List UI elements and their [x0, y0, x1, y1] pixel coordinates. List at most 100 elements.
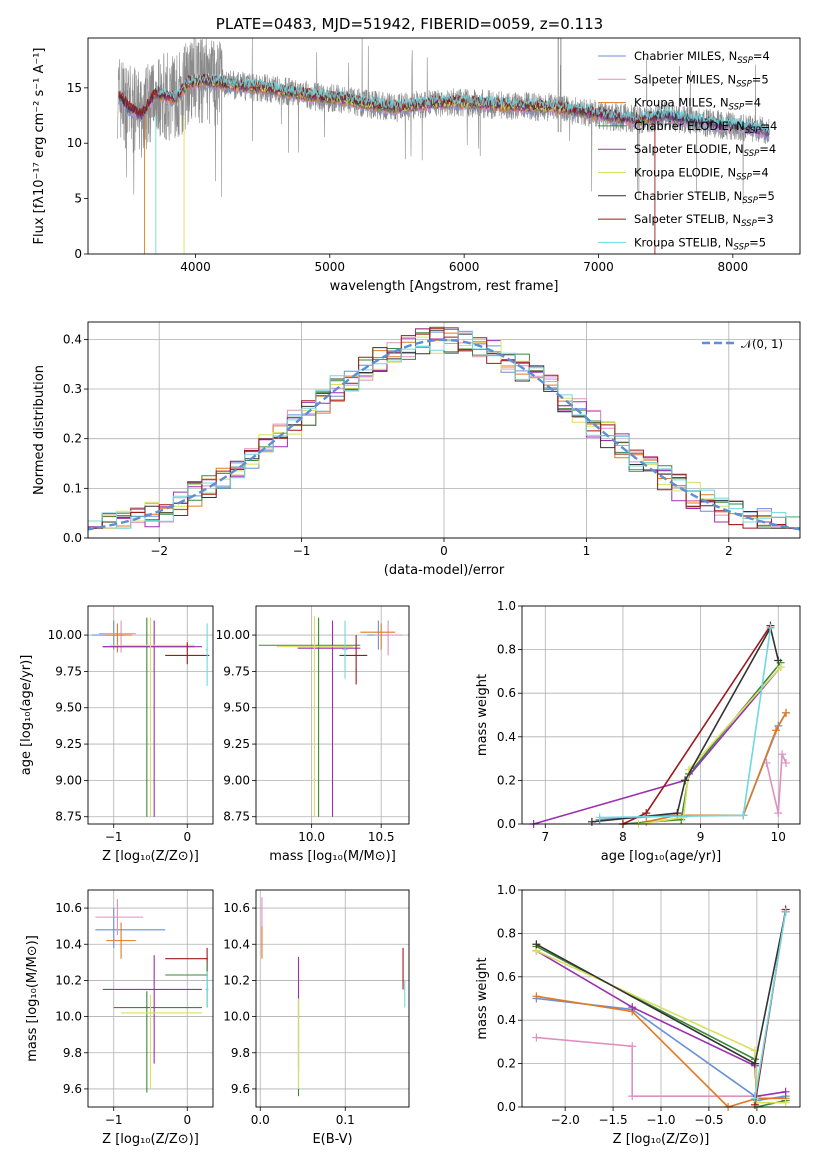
- y-tick-label: 0.2: [63, 432, 82, 446]
- y-tick-label: 10.2: [223, 973, 250, 987]
- legend-sub: SSP: [736, 79, 752, 89]
- y-tick-label: 9.75: [223, 664, 250, 678]
- y-axis-label: Flux [fλ10⁻¹⁷ erg cm⁻² s⁻¹ A⁻¹]: [32, 48, 47, 245]
- y-tick-label: 0.0: [497, 1100, 516, 1114]
- axes-frame: [255, 605, 410, 825]
- legend-entry: Salpeter MILES, NSSP=5: [634, 72, 769, 89]
- spectrum-plot: [117, 38, 770, 254]
- legend-text: Kroupa ELODIE, N: [634, 166, 736, 180]
- legend-text: Kroupa STELIB, N: [634, 235, 734, 249]
- panel-weight-age: 7 8 9 10 0.0 0.2 0.4 0.6 0.8 1.0 age [log₁₀(age/yr…: [475, 599, 801, 864]
- weight-marker: [739, 811, 748, 820]
- y-tick-label: 1.0: [497, 599, 516, 613]
- legend-entry: Chabrier STELIB, NSSP=5: [634, 189, 775, 206]
- legend-suffix: =4: [760, 119, 777, 133]
- x-tick-label: 7: [541, 830, 549, 844]
- y-tick-label: 10.00: [48, 628, 82, 642]
- x-tick-label: 2: [725, 544, 733, 558]
- x-tick-label: −2: [150, 544, 168, 558]
- x-tick-label: 9: [697, 830, 705, 844]
- axes-frame: [87, 321, 801, 539]
- weight-line: [638, 666, 782, 825]
- y-tick-label: 9.25: [55, 737, 82, 751]
- legend-sub: SSP: [729, 103, 745, 113]
- y-tick-label: 10.4: [55, 937, 82, 951]
- weight-marker: [642, 809, 651, 818]
- legend-entry: Kroupa ELODIE, NSSP=4: [634, 166, 769, 183]
- weight-marker: [778, 750, 787, 759]
- legend-suffix: =5: [749, 235, 766, 249]
- axes-frame: [521, 605, 801, 825]
- y-tick-label: 10.2: [55, 973, 82, 987]
- weight-marker: [771, 726, 780, 735]
- y-axis-label: Normed distribution: [32, 365, 47, 495]
- legend-text: Salpeter ELODIE, N: [634, 142, 744, 156]
- x-axis-label: Z [log₁₀(Z/Z⊙)]: [102, 849, 199, 864]
- weight-line: [765, 753, 787, 814]
- x-tick-label: 5000: [315, 260, 346, 274]
- legend-text: Salpeter MILES, N: [634, 72, 736, 86]
- y-tick-label: 9.00: [55, 773, 82, 787]
- y-tick-label: 0.0: [497, 817, 516, 831]
- x-tick-label: 0.0: [747, 1113, 766, 1127]
- y-tick-label: 10.00: [216, 628, 250, 642]
- legend-entry: Salpeter ELODIE, NSSP=4: [634, 142, 776, 159]
- y-tick-label: 10.0: [223, 1010, 250, 1024]
- x-tick-label: 10.0: [298, 830, 325, 844]
- x-axis-label: wavelength [Angstrom, rest frame]: [330, 279, 559, 294]
- x-tick-label: −1: [105, 1113, 123, 1127]
- panel-age-z: −1 0 8.75 9.00 9.25 9.50 9.75 10.00 Z [log₁₀(Z/Z…: [19, 605, 214, 864]
- y-tick-label: 8.75: [55, 810, 82, 824]
- x-tick-label: 8: [619, 830, 627, 844]
- legend-text: Chabrier MILES, N: [634, 49, 737, 63]
- x-tick-label: −1: [293, 544, 311, 558]
- y-tick-label: 9.50: [223, 701, 250, 715]
- x-tick-label: 10.5: [368, 830, 395, 844]
- y-tick-label: 9.25: [223, 737, 250, 751]
- normal-curve: [88, 338, 800, 531]
- legend-suffix: =4: [753, 49, 770, 63]
- weight-marker: [781, 1087, 790, 1096]
- x-tick-label: 0.0: [251, 1113, 270, 1127]
- y-tick-label: 1.0: [497, 883, 516, 897]
- legend-suffix: =4: [759, 142, 776, 156]
- x-axis-label: mass [log₁₀(M/M⊙)]: [269, 849, 396, 864]
- axes-frame: [255, 889, 410, 1108]
- weight-marker: [628, 1092, 637, 1101]
- y-tick-label: 9.8: [63, 1046, 82, 1060]
- weight-marker: [679, 813, 688, 822]
- y-tick-label: 9.6: [63, 1082, 82, 1096]
- y-tick-label: 0: [74, 247, 82, 261]
- weight-line: [622, 625, 772, 825]
- residual-plot: [88, 326, 800, 531]
- legend-text: Kroupa MILES, N: [634, 96, 729, 110]
- legend-text: Chabrier ELODIE, N: [634, 119, 745, 133]
- legend-sub: SSP: [742, 196, 758, 206]
- y-tick-label: 0.2: [497, 773, 516, 787]
- legend-suffix: =5: [758, 189, 775, 203]
- x-tick-label: −1.0: [646, 1113, 675, 1127]
- weight-marker: [750, 1094, 759, 1103]
- panel-mass-z: −1 0 9.6 9.8 10.0 10.2 10.4 10.6 Z [log₁₀(Z/Z⊙)]…: [25, 889, 214, 1147]
- weight-marker: [587, 817, 596, 826]
- weight-marker: [782, 758, 791, 767]
- x-tick-label: 7000: [583, 260, 614, 274]
- legend-suffix: =4: [744, 96, 761, 110]
- weight-line: [536, 950, 786, 1104]
- x-axis-label: Z [log₁₀(Z/Z⊙)]: [102, 1132, 199, 1147]
- x-tick-label: 6000: [449, 260, 480, 274]
- x-tick-label: 10: [771, 830, 786, 844]
- axes-frame: [87, 37, 801, 255]
- x-tick-label: 8000: [718, 260, 749, 274]
- legend-sub: SSP: [745, 126, 761, 136]
- panel-spectrum: 4000 5000 6000 7000 8000 0 5 10 15 PLATE=0483, MJ…: [32, 15, 801, 294]
- weight-marker: [595, 813, 604, 822]
- weight-marker: [774, 656, 783, 665]
- y-tick-label: 0.4: [497, 1013, 516, 1027]
- y-tick-label: 15: [67, 81, 82, 95]
- legend-sub: SSP: [744, 149, 760, 159]
- y-tick-label: 9.8: [231, 1046, 250, 1060]
- x-axis-label: Z [log₁₀(Z/Z⊙)]: [613, 1132, 710, 1147]
- y-tick-label: 0.8: [497, 926, 516, 940]
